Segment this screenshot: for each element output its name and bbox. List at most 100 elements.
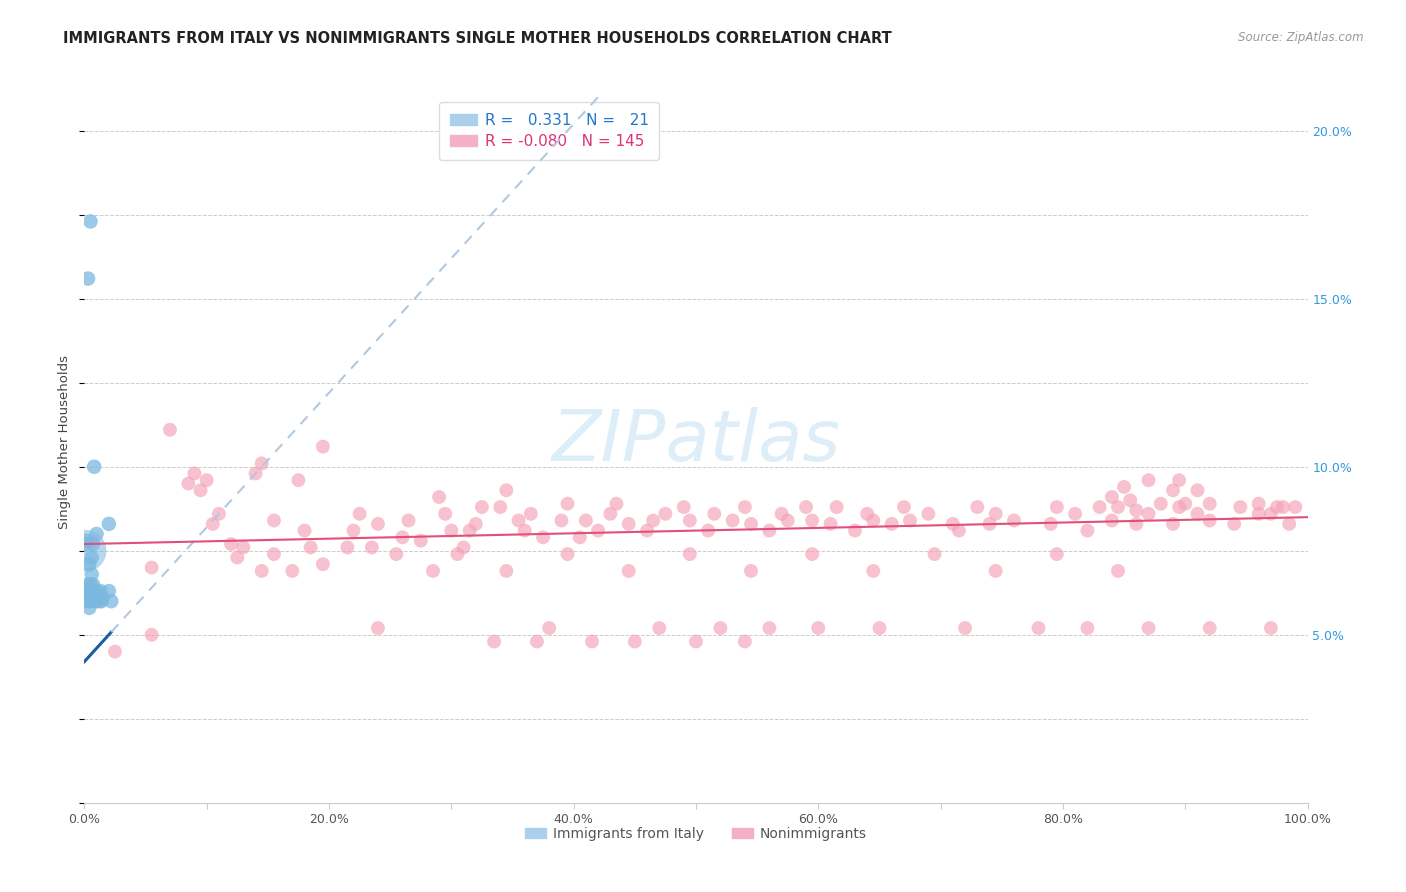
Point [489,500,512,514]
Point [91,591,114,605]
Point [367,621,389,635]
Point [1088,500,1111,514]
Point [794,500,817,514]
Point [299,541,322,555]
Point [1198,621,1220,635]
Point [581,634,603,648]
Point [84,587,107,601]
Point [599,507,621,521]
Point [697,524,720,538]
Point [77,594,100,608]
Point [550,514,572,528]
Point [1046,547,1069,561]
Point [1187,483,1209,498]
Point [617,516,640,531]
Point [1101,514,1123,528]
Point [226,550,249,565]
Point [758,524,780,538]
Point [245,467,267,481]
Point [482,634,505,648]
Point [495,483,517,498]
Point [893,500,915,514]
Point [446,547,468,561]
Point [801,514,824,528]
Point [75,543,97,558]
Point [880,516,903,531]
Point [471,500,494,514]
Point [948,524,970,538]
Point [624,634,647,648]
Text: Source: ZipAtlas.com: Source: ZipAtlas.com [1239,31,1364,45]
Point [80,550,103,565]
Point [758,621,780,635]
Point [453,541,475,555]
Point [367,516,389,531]
Point [1265,500,1288,514]
Point [1039,516,1062,531]
Point [898,514,921,528]
Point [557,497,579,511]
Point [263,547,285,561]
Point [183,467,205,481]
Point [1076,621,1098,635]
Point [409,533,432,548]
Point [801,547,824,561]
Point [1137,621,1160,635]
Point [263,514,285,528]
Point [1198,497,1220,511]
Point [77,587,100,601]
Point [391,530,413,544]
Point [984,564,1007,578]
Point [1137,507,1160,521]
Point [250,456,273,470]
Point [77,558,100,572]
Point [557,547,579,561]
Point [219,537,242,551]
Point [869,621,891,635]
Point [336,541,359,555]
Point [1198,514,1220,528]
Point [1161,516,1184,531]
Point [312,440,335,454]
Point [83,587,105,601]
Point [232,541,254,555]
Point [513,524,536,538]
Point [190,483,212,498]
Point [1125,516,1147,531]
Point [100,594,122,608]
Point [685,634,707,648]
Point [82,537,104,551]
Legend: Immigrants from Italy, Nonimmigrants: Immigrants from Italy, Nonimmigrants [520,822,872,847]
Point [1107,564,1129,578]
Point [195,473,218,487]
Point [1284,500,1306,514]
Point [83,459,105,474]
Point [1260,621,1282,635]
Point [398,514,420,528]
Point [250,564,273,578]
Point [434,507,457,521]
Point [1114,480,1136,494]
Point [1137,473,1160,487]
Point [740,564,762,578]
Point [1046,500,1069,514]
Point [538,621,561,635]
Point [141,560,163,574]
Point [86,527,108,541]
Point [1002,514,1025,528]
Point [1187,507,1209,521]
Point [312,558,335,572]
Point [360,541,382,555]
Point [734,500,756,514]
Point [979,516,1001,531]
Point [942,516,965,531]
Point [104,644,127,658]
Point [953,621,976,635]
Point [458,524,481,538]
Point [495,564,517,578]
Point [86,584,108,599]
Point [77,271,100,285]
Point [508,514,530,528]
Point [1272,500,1295,514]
Point [76,584,98,599]
